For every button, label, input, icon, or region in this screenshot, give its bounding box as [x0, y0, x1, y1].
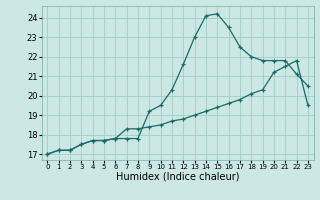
X-axis label: Humidex (Indice chaleur): Humidex (Indice chaleur)	[116, 172, 239, 182]
